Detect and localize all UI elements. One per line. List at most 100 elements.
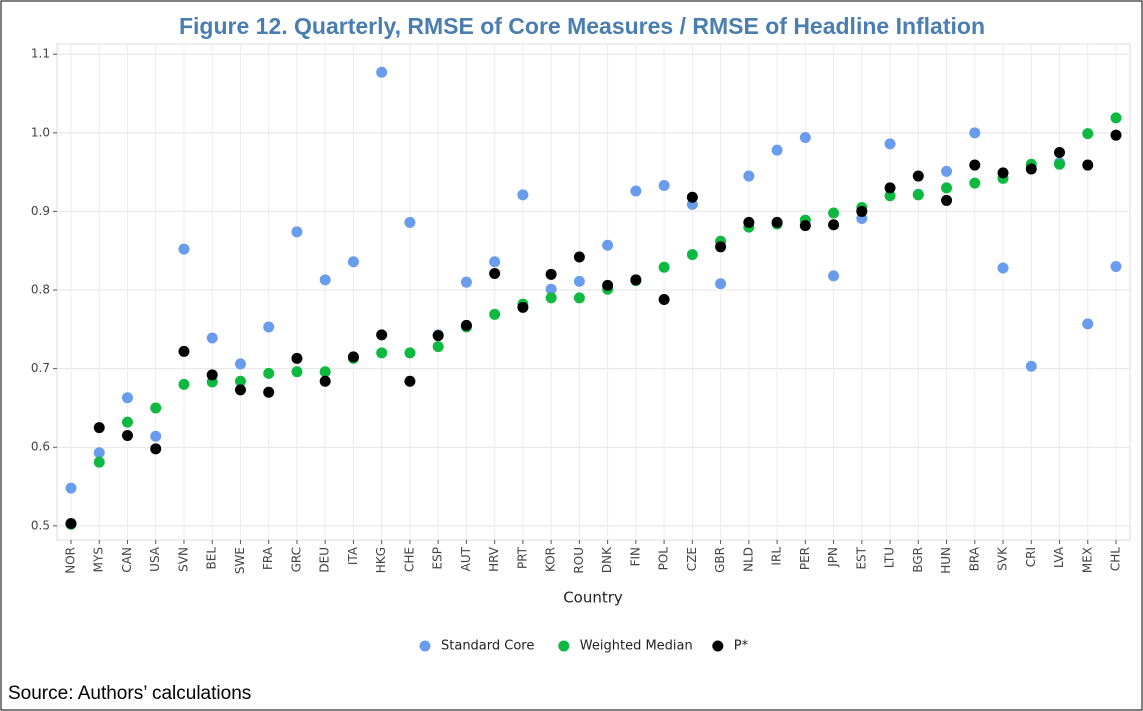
source-note: Source: Authors’ calculations [8, 683, 251, 704]
data-point [489, 308, 501, 320]
data-point [206, 332, 218, 344]
data-point [997, 167, 1009, 179]
data-point [1082, 128, 1094, 140]
data-point [65, 517, 77, 529]
data-point [743, 170, 755, 182]
x-tick-label: HKG [374, 547, 388, 573]
y-tick-label: 0.6 [31, 440, 50, 454]
x-tick-label: AUT [459, 546, 473, 571]
legend-label: P* [734, 639, 749, 654]
data-point [150, 443, 162, 455]
data-point [799, 220, 811, 232]
data-point [828, 219, 840, 231]
data-point [489, 268, 501, 280]
data-point [347, 256, 359, 268]
x-tick-label: HRV [487, 546, 501, 572]
y-tick-label: 0.5 [31, 518, 50, 532]
x-tick-label: BRA [967, 546, 981, 571]
x-tick-label: BEL [205, 547, 219, 570]
data-point [912, 189, 924, 201]
x-tick-label: KOR [544, 547, 558, 572]
data-point [884, 182, 896, 194]
data-point [997, 262, 1009, 274]
data-point [573, 292, 585, 304]
x-tick-label: SWE [233, 547, 247, 574]
data-point [715, 278, 727, 290]
data-point [715, 241, 727, 253]
data-point [602, 239, 614, 251]
x-tick-label: SVK [996, 546, 1010, 571]
data-point [121, 429, 133, 441]
data-point [93, 422, 105, 434]
x-tick-label: ROU [572, 547, 586, 574]
data-point [1025, 360, 1037, 372]
legend-label: Standard Core [441, 639, 534, 654]
x-tick-label: EST [854, 546, 868, 569]
legend-label: Weighted Median [580, 639, 693, 654]
data-point [319, 375, 331, 387]
data-point [263, 367, 275, 379]
y-tick-label: 0.9 [31, 204, 50, 218]
data-point [263, 321, 275, 333]
data-point [686, 191, 698, 203]
data-point [404, 375, 416, 387]
x-tick-label: NLD [741, 547, 755, 572]
data-point [460, 276, 472, 288]
data-point [799, 132, 811, 144]
x-tick-label: NOR [64, 547, 78, 574]
data-point [121, 392, 133, 404]
data-point [573, 275, 585, 287]
data-point [376, 66, 388, 78]
data-point [376, 347, 388, 359]
data-point [743, 216, 755, 228]
data-point [93, 447, 105, 459]
x-tick-label: POL [657, 547, 671, 571]
data-point [1054, 146, 1066, 158]
x-tick-label: CRI [1024, 547, 1038, 567]
data-point [658, 261, 670, 273]
data-point [658, 179, 670, 191]
data-point [234, 358, 246, 370]
data-point [941, 194, 953, 206]
data-point [404, 347, 416, 359]
data-point [686, 249, 698, 261]
x-tick-label: ITA [346, 546, 360, 565]
data-point [1025, 163, 1037, 175]
y-tick-label: 1.0 [31, 125, 50, 139]
x-tick-label: LTU [883, 547, 897, 568]
data-point [941, 182, 953, 194]
data-point [460, 319, 472, 331]
data-point [573, 251, 585, 263]
data-point [517, 189, 529, 201]
x-tick-label: DNK [600, 546, 614, 573]
data-point [234, 375, 246, 387]
data-point [291, 226, 303, 238]
data-point [884, 190, 896, 202]
data-point [432, 330, 444, 342]
data-point [432, 341, 444, 353]
data-point [319, 366, 331, 378]
data-point [1110, 112, 1122, 124]
x-tick-label: HUN [939, 547, 953, 574]
data-point [771, 216, 783, 228]
x-tick-label: CHE [402, 547, 416, 572]
x-tick-label: CAN [120, 547, 134, 573]
data-point [404, 216, 416, 228]
data-point [65, 482, 77, 494]
data-point [545, 268, 557, 280]
data-point [178, 243, 190, 255]
x-tick-label: MYS [92, 547, 106, 572]
data-point [545, 283, 557, 295]
x-tick-label: BGR [911, 547, 925, 573]
data-point [630, 185, 642, 197]
data-point [1054, 158, 1066, 170]
data-point [658, 293, 670, 305]
legend-swatch [558, 640, 570, 652]
data-point [517, 301, 529, 313]
data-point [941, 165, 953, 177]
x-tick-label: ESP [431, 547, 445, 569]
data-point [178, 378, 190, 390]
data-point [969, 127, 981, 139]
x-tick-label: DEU [318, 547, 332, 573]
